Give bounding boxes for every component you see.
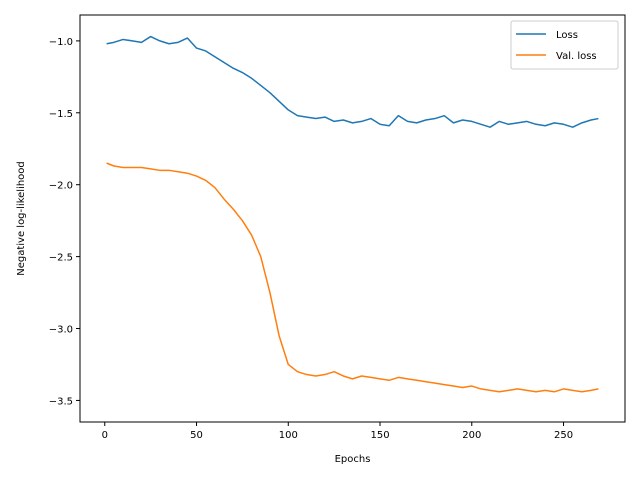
x-axis-label: Epochs xyxy=(335,454,371,465)
series-line-loss xyxy=(106,35,599,128)
legend-label-loss: Loss xyxy=(556,30,578,41)
x-tick-label: 150 xyxy=(370,430,389,441)
legend-label-val-loss: Val. loss xyxy=(556,51,597,62)
plot-lines xyxy=(106,35,599,393)
legend-box xyxy=(510,20,619,70)
y-axis-label: Negative log-likelihood xyxy=(16,161,27,276)
axes-frame xyxy=(79,14,626,423)
y-axis-ticks: −1.0 −1.5 −2.0 −2.5 −3.0 −3.5 xyxy=(49,37,80,407)
x-tick-label: 50 xyxy=(190,430,203,441)
x-tick-label: 250 xyxy=(554,430,573,441)
series-line-val-loss xyxy=(106,162,599,393)
x-tick-label: 0 xyxy=(102,430,108,441)
legend: Loss Val. loss xyxy=(510,20,619,70)
y-tick-label: −3.0 xyxy=(49,325,73,336)
y-tick-label: −2.0 xyxy=(49,181,73,192)
y-tick-label: −1.5 xyxy=(49,109,73,120)
x-axis-ticks: 0 50 100 150 200 250 xyxy=(102,422,573,441)
y-tick-label: −3.5 xyxy=(49,396,73,407)
x-tick-label: 200 xyxy=(462,430,481,441)
y-tick-label: −1.0 xyxy=(49,37,73,48)
x-tick-label: 100 xyxy=(279,430,298,441)
y-tick-label: −2.5 xyxy=(49,253,73,264)
